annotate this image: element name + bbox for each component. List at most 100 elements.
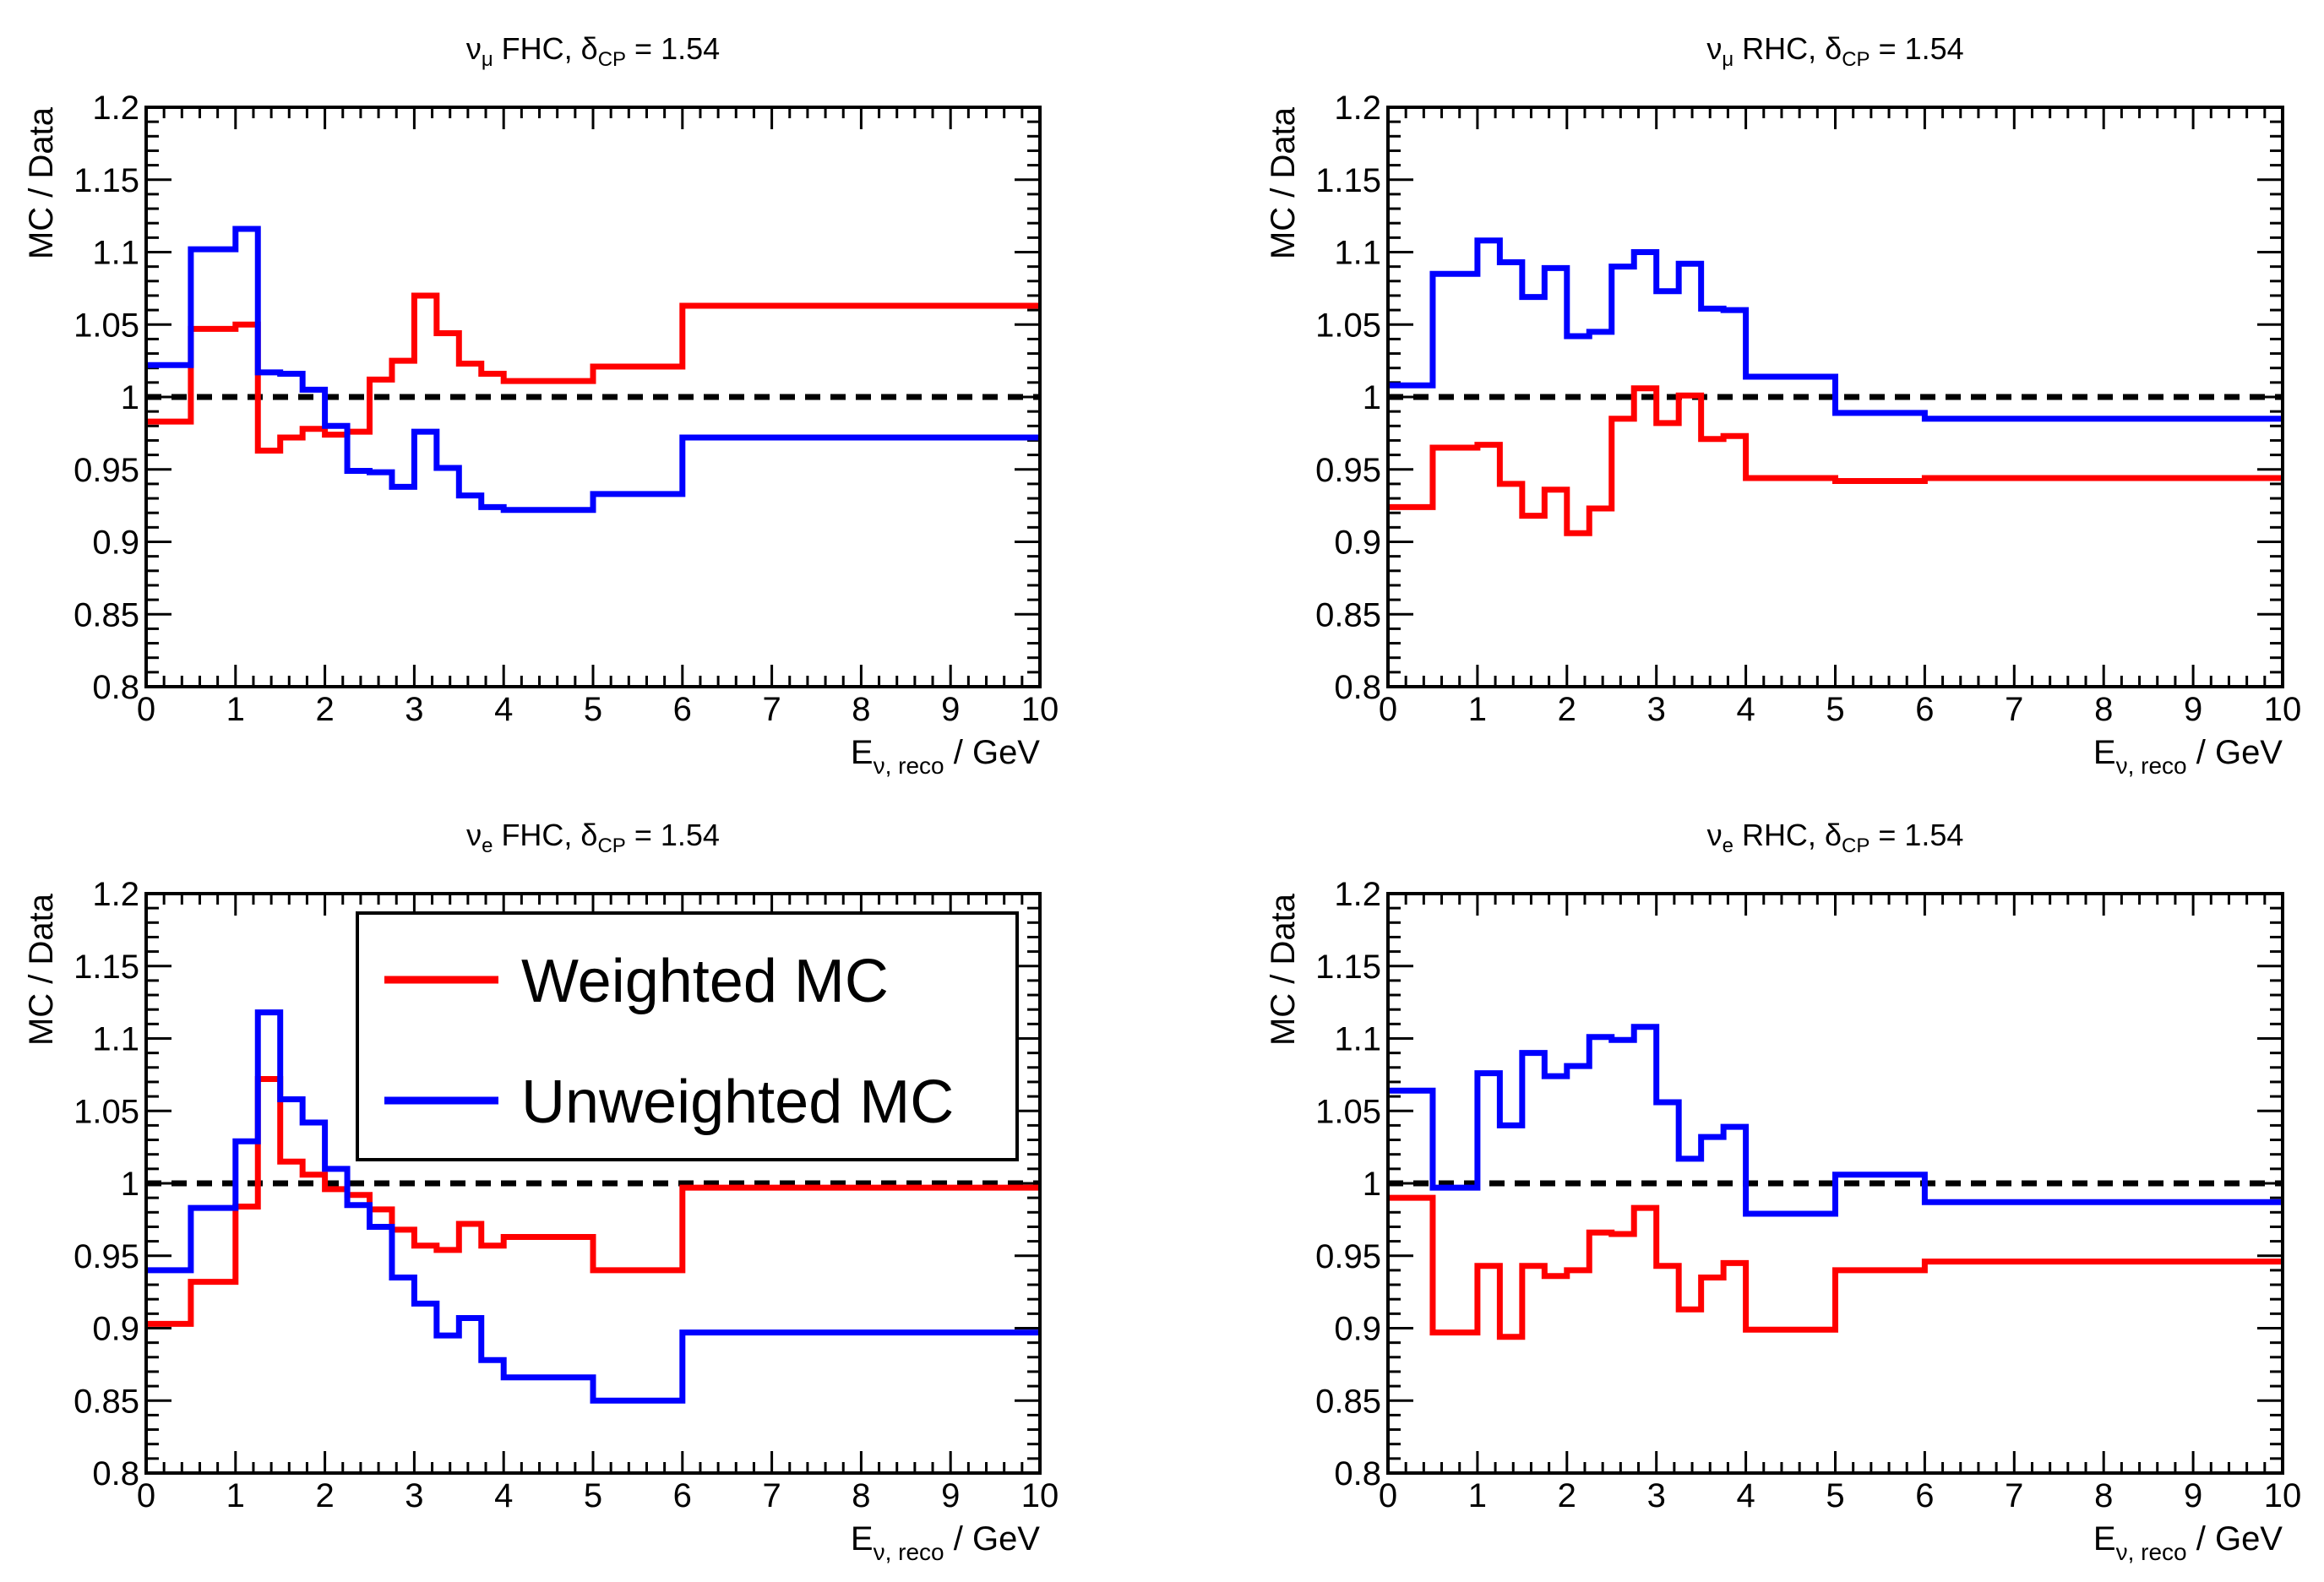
title-value: = 1.54 [626, 818, 720, 852]
x-axis-label: Eν, reco / GeV [851, 734, 1040, 779]
y-tick-label: 1.2 [92, 876, 139, 913]
x-tick-label: 9 [2184, 691, 2202, 728]
x-tick-label: 4 [1736, 691, 1755, 728]
plot-frame [144, 106, 1042, 688]
panel-title: νe FHC, δCP = 1.54 [466, 818, 720, 857]
x-tick-label: 0 [137, 691, 155, 728]
y-tick-label: 0.8 [92, 1455, 139, 1492]
x-tick-label: 3 [1647, 1477, 1666, 1514]
x-tick-label: 5 [584, 691, 602, 728]
x-tick-label: 5 [1826, 691, 1844, 728]
title-cp: CP [1842, 834, 1870, 857]
x-tick-label: 10 [2264, 1477, 2302, 1514]
x-axis-label-unit: / GeV [944, 1520, 1041, 1558]
x-tick-label: 10 [1021, 691, 1059, 728]
x-tick-label: 7 [2005, 691, 2023, 728]
y-tick-label: 0.85 [1315, 596, 1381, 633]
x-tick-label: 6 [673, 1477, 692, 1514]
plot-frame [1386, 106, 2284, 688]
x-tick-label: 8 [852, 1477, 870, 1514]
x-axis-label-main: E [851, 1520, 874, 1558]
y-axis-label: MC / Data [1265, 893, 1302, 1046]
y-tick-label: 1 [121, 1166, 139, 1203]
panel-title: νe RHC, δCP = 1.54 [1707, 818, 1964, 857]
y-tick-label: 0.85 [73, 1383, 139, 1420]
x-axis-label-unit: / GeV [2187, 1520, 2283, 1558]
x-axis-label: Eν, reco / GeV [2093, 1520, 2283, 1565]
y-tick-label: 0.8 [1334, 669, 1381, 706]
x-axis-label-sub: ν, reco [2116, 1539, 2187, 1565]
legend-box [356, 911, 1019, 1161]
y-tick-label: 1 [121, 379, 139, 416]
panel-nue-fhc: νe FHC, δCP = 1.54 0 1 2 3 4 5 6 7 8 9 10 0.8 0.85 0.9… [23, 818, 1059, 1565]
x-tick-label: 1 [1468, 1477, 1487, 1514]
title-cp: CP [597, 834, 625, 857]
legend: Weighted MC Unweighted MC [356, 911, 1019, 1161]
panel-title: νμ RHC, δCP = 1.54 [1706, 31, 1963, 71]
y-tick-label: 1.1 [92, 235, 139, 272]
x-axis-label-unit: / GeV [944, 734, 1041, 771]
y-tick-label: 0.95 [73, 1238, 139, 1275]
x-tick-label: 7 [762, 691, 781, 728]
plot-frame [144, 892, 1042, 1475]
x-tick-label: 8 [2094, 1477, 2113, 1514]
x-tick-label: 5 [584, 1477, 602, 1514]
title-nu: ν [466, 31, 482, 66]
title-value: = 1.54 [626, 31, 720, 66]
title-nu: ν [1707, 818, 1723, 852]
x-tick-label: 2 [315, 691, 334, 728]
y-tick-label: 1.05 [73, 307, 139, 344]
series-line-unweighted [146, 226, 1040, 514]
x-tick-label: 2 [1558, 691, 1576, 728]
title-beam: FHC, δ [493, 818, 597, 852]
x-tick-label: 3 [405, 1477, 423, 1514]
x-tick-label: 1 [1468, 691, 1487, 728]
x-tick-label: 8 [2094, 691, 2113, 728]
x-tick-label: 9 [941, 1477, 960, 1514]
x-tick-label: 3 [405, 691, 423, 728]
x-tick-label: 9 [2184, 1477, 2202, 1514]
series-line-unweighted [1388, 237, 2283, 422]
x-tick-label: 2 [315, 1477, 334, 1514]
y-tick-label: 0.9 [1334, 525, 1381, 562]
x-tick-label: 8 [852, 691, 870, 728]
x-tick-label: 10 [1021, 1477, 1059, 1514]
title-flavor: μ [482, 48, 493, 71]
y-tick-label: 0.95 [1315, 1238, 1381, 1275]
legend-label-unweighted: Unweighted MC [521, 1068, 954, 1136]
y-axis-label: MC / Data [1265, 106, 1302, 259]
y-tick-label: 1.1 [1334, 1021, 1381, 1058]
y-tick-label: 0.85 [73, 596, 139, 633]
title-flavor: μ [1722, 48, 1733, 71]
y-tick-label: 0.9 [92, 1311, 139, 1348]
y-axis-label: MC / Data [23, 893, 60, 1046]
x-tick-label: 9 [941, 691, 960, 728]
x-tick-label: 7 [762, 1477, 781, 1514]
y-tick-label: 1.2 [92, 90, 139, 127]
title-cp: CP [1842, 48, 1870, 71]
title-nu: ν [466, 818, 482, 852]
title-beam: RHC, δ [1733, 31, 1842, 66]
x-tick-label: 1 [226, 1477, 245, 1514]
x-tick-label: 6 [1915, 1477, 1934, 1514]
x-tick-label: 6 [1915, 691, 1934, 728]
y-tick-label: 1.1 [92, 1021, 139, 1058]
x-tick-label: 4 [494, 1477, 513, 1514]
x-axis-label: Eν, reco / GeV [2093, 734, 2283, 779]
x-tick-label: 6 [673, 691, 692, 728]
y-tick-label: 1.05 [73, 1093, 139, 1130]
y-tick-label: 0.8 [1334, 1455, 1381, 1492]
x-tick-label: 4 [1736, 1477, 1755, 1514]
y-tick-label: 1.05 [1315, 307, 1381, 344]
title-value: = 1.54 [1870, 31, 1964, 66]
y-axis-label: MC / Data [23, 106, 60, 259]
x-tick-label: 0 [137, 1477, 155, 1514]
x-tick-label: 3 [1647, 691, 1666, 728]
title-beam: FHC, δ [493, 31, 598, 66]
y-tick-label: 1.05 [1315, 1093, 1381, 1130]
y-tick-label: 1.15 [73, 162, 139, 199]
y-tick-label: 0.8 [92, 669, 139, 706]
panel-title: νμ FHC, δCP = 1.54 [466, 31, 720, 71]
x-tick-label: 0 [1379, 1477, 1397, 1514]
